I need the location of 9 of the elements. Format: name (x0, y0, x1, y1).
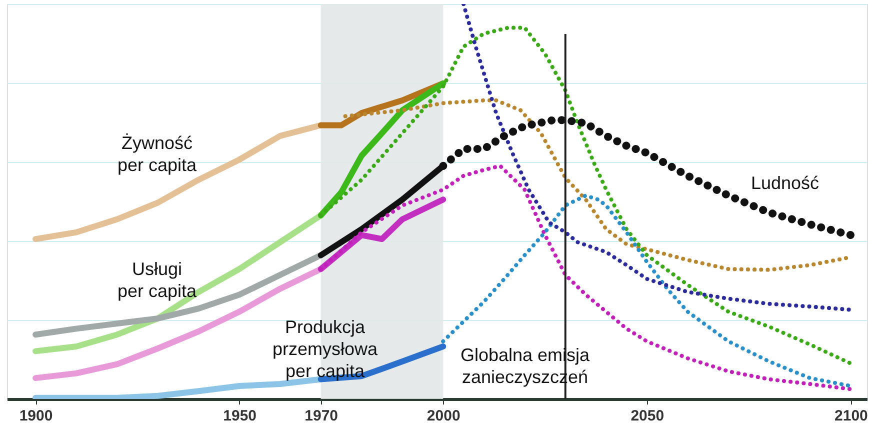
x-tick-label: 2000 (426, 408, 460, 423)
x-tick-label: 1900 (19, 408, 53, 423)
annotation: Żywność per capita (117, 133, 198, 175)
x-tick-label: 2050 (630, 408, 664, 423)
annotation: Usługi per capita (117, 259, 198, 301)
x-tick-label: 2100 (834, 408, 868, 423)
x-tick-label: 1950 (223, 408, 257, 423)
annotation: Ludność (750, 173, 820, 193)
x-tick-label: 1970 (304, 408, 338, 423)
